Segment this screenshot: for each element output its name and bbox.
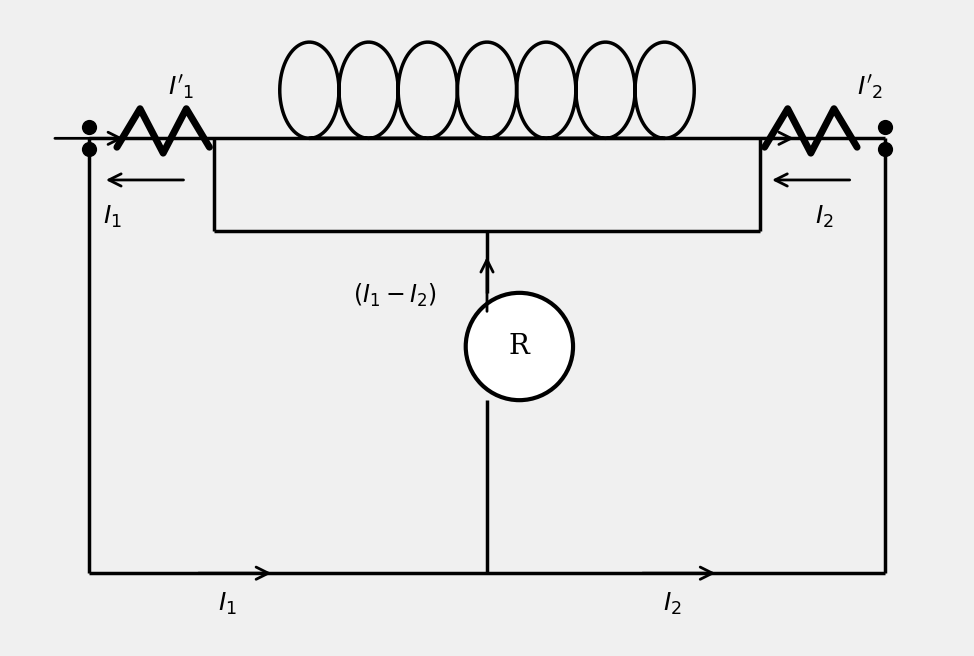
Text: $I_1$: $I_1$ xyxy=(218,590,238,617)
Point xyxy=(877,144,892,155)
Point xyxy=(82,144,97,155)
Circle shape xyxy=(466,293,573,400)
Text: $I'_2$: $I'_2$ xyxy=(857,73,883,102)
Text: $I'_1$: $I'_1$ xyxy=(168,73,194,102)
Text: R: R xyxy=(509,333,530,360)
Text: $I_2$: $I_2$ xyxy=(815,204,834,230)
Point xyxy=(82,122,97,133)
Text: $I_2$: $I_2$ xyxy=(662,590,682,617)
Point xyxy=(877,122,892,133)
Text: $I_1$: $I_1$ xyxy=(103,204,122,230)
Text: $(I_1 - I_2)$: $(I_1 - I_2)$ xyxy=(353,282,436,309)
